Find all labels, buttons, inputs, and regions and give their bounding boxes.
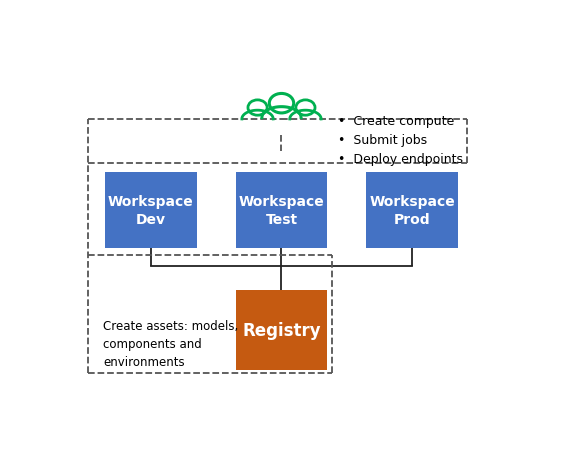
FancyBboxPatch shape bbox=[366, 172, 458, 249]
Text: Workspace
Dev: Workspace Dev bbox=[108, 194, 194, 226]
FancyBboxPatch shape bbox=[236, 172, 327, 249]
Text: Registry: Registry bbox=[242, 321, 321, 339]
Text: •  Deploy endpoints: • Deploy endpoints bbox=[338, 153, 463, 166]
Text: Workspace
Prod: Workspace Prod bbox=[369, 194, 455, 226]
Text: •  Create compute: • Create compute bbox=[338, 115, 454, 128]
Text: •  Submit jobs: • Submit jobs bbox=[338, 134, 427, 147]
FancyBboxPatch shape bbox=[236, 290, 327, 370]
Text: Create assets: models,
components and
environments: Create assets: models, components and en… bbox=[103, 320, 238, 368]
FancyBboxPatch shape bbox=[105, 172, 197, 249]
Text: Workspace
Test: Workspace Test bbox=[239, 194, 324, 226]
